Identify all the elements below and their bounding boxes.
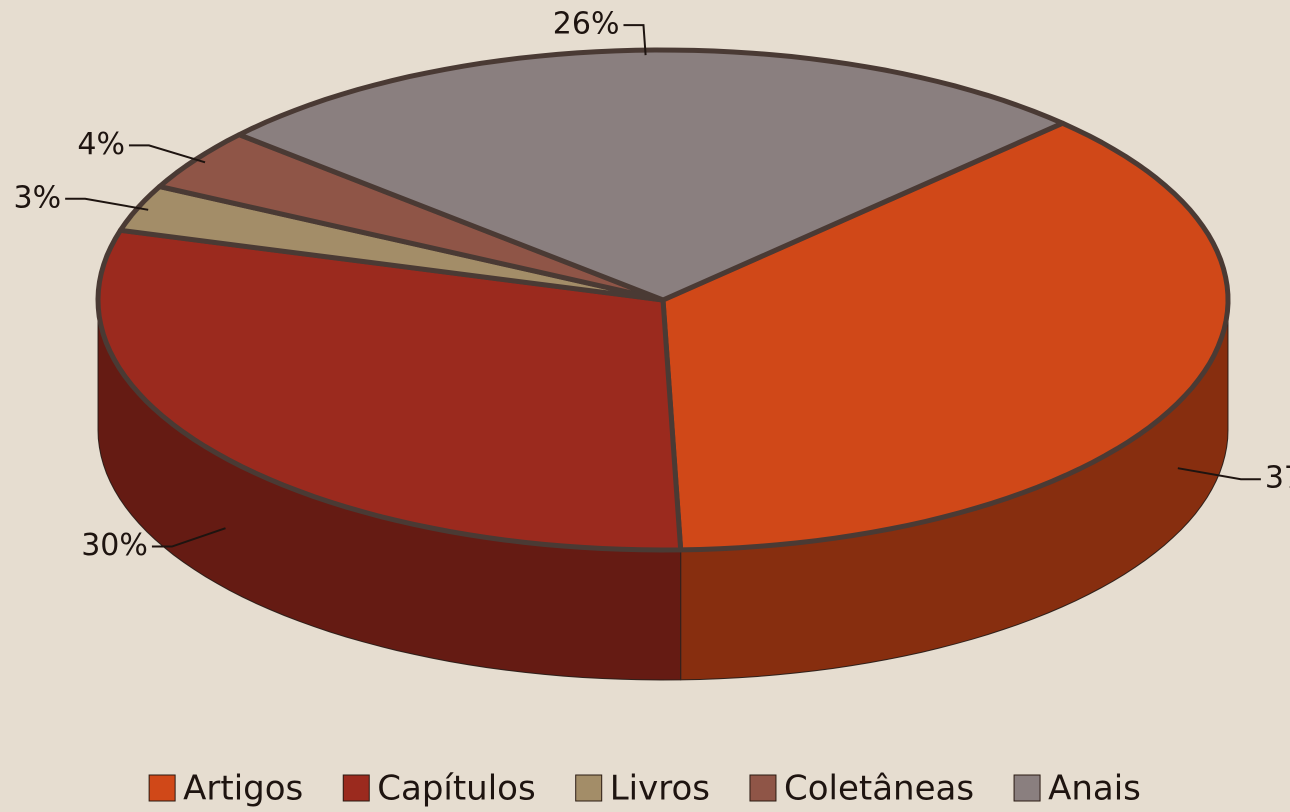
data-label: 4% [77,127,125,162]
side-shade [680,300,1228,680]
legend-swatch [1013,774,1041,802]
side-shade [98,300,681,680]
data-label: 37% [1265,461,1290,496]
data-label: 3% [14,180,62,215]
legend-swatch [749,774,777,802]
leader-line [1177,467,1261,481]
leader-line [128,144,206,164]
slice [660,120,1231,553]
leader-line [151,527,226,548]
slice [95,227,684,553]
leader-line [65,197,149,211]
legend-label: Capítulos [377,769,535,809]
legend-swatch [148,774,176,802]
data-label: 26% [553,7,620,42]
legend-label: Anais [1048,769,1141,809]
legend-swatch [342,774,370,802]
leader-line [623,24,647,56]
legend-label: Artigos [183,769,303,809]
legend-label: Livros [610,769,710,809]
legend-swatch [575,774,603,802]
legend-label: Coletâneas [784,769,974,809]
data-label: 30% [81,528,148,563]
